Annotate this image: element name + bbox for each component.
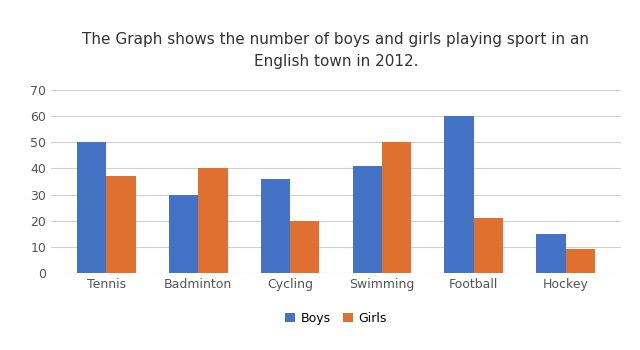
Bar xyxy=(566,250,595,273)
Bar xyxy=(169,195,198,273)
Bar xyxy=(106,176,136,273)
Bar xyxy=(290,221,319,273)
Legend: Boys, Girls: Boys, Girls xyxy=(280,307,392,330)
Bar xyxy=(260,179,290,273)
Bar xyxy=(382,142,412,273)
Bar xyxy=(353,166,382,273)
Bar xyxy=(444,116,474,273)
Bar xyxy=(77,142,106,273)
Bar xyxy=(536,234,566,273)
Bar xyxy=(198,168,228,273)
Bar xyxy=(474,218,503,273)
Title: The Graph shows the number of boys and girls playing sport in an
English town in: The Graph shows the number of boys and g… xyxy=(83,32,589,69)
